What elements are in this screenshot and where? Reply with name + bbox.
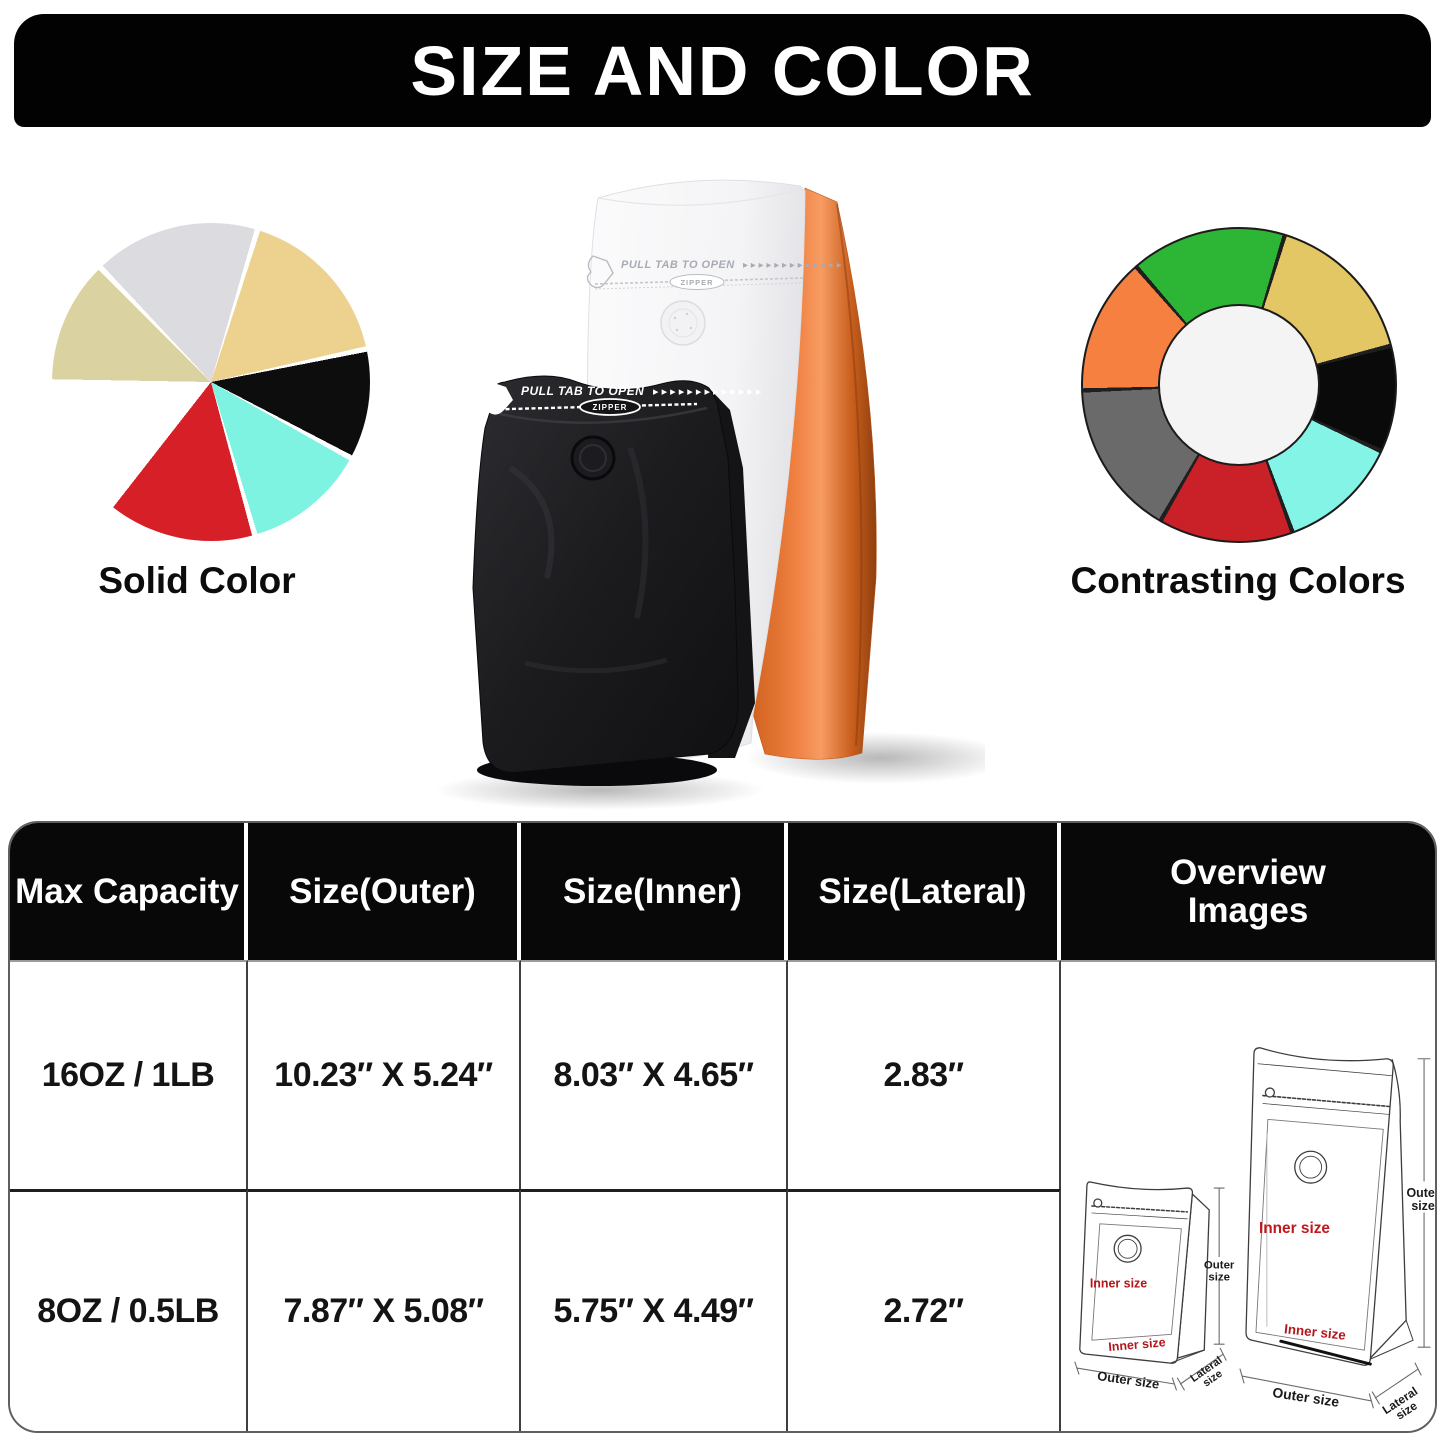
cell-inner-8oz: 5.75″ X 4.49″ bbox=[521, 1189, 788, 1431]
black-bag-pull-tab-text: PULL TAB TO OPEN bbox=[521, 384, 644, 398]
cell-inner-16oz: 8.03″ X 4.65″ bbox=[521, 960, 788, 1189]
size-spec-table: Max Capacity Size(Outer) Size(Inner) Siz… bbox=[8, 821, 1437, 1433]
cell-outer-8oz: 7.87″ X 5.08″ bbox=[248, 1189, 521, 1431]
donut-hole bbox=[1158, 304, 1320, 466]
large-outer-size-bottom-label: Outer size bbox=[1271, 1384, 1340, 1410]
white-bag-pull-tab-text: PULL TAB TO OPEN bbox=[621, 259, 735, 271]
small-outer-size-bottom-label: Outer size bbox=[1096, 1368, 1160, 1392]
small-outer-size-right-label-line2: size bbox=[1208, 1272, 1230, 1284]
white-zipper-pill bbox=[669, 274, 725, 290]
page-title: SIZE AND COLOR bbox=[410, 31, 1035, 110]
cell-outer-16oz: 10.23″ X 5.24″ bbox=[248, 960, 521, 1189]
large-outer-size-right-label-line2: size bbox=[1411, 1199, 1435, 1213]
header-size-inner: Size(Inner) bbox=[521, 823, 788, 960]
white-bag-valve-icon bbox=[660, 300, 706, 346]
black-bag-valve-icon bbox=[570, 435, 616, 481]
black-zipper-pill bbox=[579, 398, 641, 416]
coffee-bags-product-image: PULL TAB TO OPEN ▸ ▸ ▸ ▸ ▸ ▸ ▸ ▸ ▸ ▸ ▸ ▸… bbox=[435, 179, 985, 810]
black-bag-zipper-label: ZIPPER bbox=[593, 403, 628, 412]
cell-capacity-16oz: 16OZ / 1LB bbox=[10, 960, 248, 1189]
contrasting-colors-label: Contrasting Colors bbox=[1070, 560, 1406, 601]
solid-color-pie-chart bbox=[52, 223, 370, 541]
black-bag: PULL TAB TO OPEN ▸ ▸ ▸ ▸ ▸ ▸ ▸ ▸ ▸ ▸ ▸ ▸… bbox=[472, 375, 762, 786]
black-bag-front bbox=[472, 375, 739, 773]
header-overview-images: Overview Images bbox=[1061, 823, 1435, 960]
pull-tab-icon bbox=[586, 255, 614, 289]
black-bag-zipper: PULL TAB TO OPEN ▸ ▸ ▸ ▸ ▸ ▸ ▸ ▸ ▸ ▸ ▸ ▸… bbox=[472, 382, 762, 416]
header-max-capacity: Max Capacity bbox=[10, 823, 248, 960]
small-inner-size-bottom-label: Inner size bbox=[1108, 1335, 1166, 1354]
white-bag-zipper-label: ZIPPER bbox=[680, 278, 713, 287]
white-bag-arrows: ▸ ▸ ▸ ▸ ▸ ▸ ▸ ▸ ▸ ▸ ▸ ▸ ▸ bbox=[743, 260, 842, 271]
large-outer-size-right-label-line1: Outer bbox=[1406, 1186, 1435, 1200]
large-bag-lineart bbox=[1239, 1047, 1431, 1409]
header-size-outer: Size(Outer) bbox=[248, 823, 521, 960]
pull-tab-icon bbox=[484, 382, 513, 415]
overview-images-drawing: Inner size Inner size Outer size Outer s… bbox=[1074, 1047, 1435, 1423]
solid-color-label: Solid Color bbox=[98, 560, 296, 601]
white-bag-zipper: PULL TAB TO OPEN ▸ ▸ ▸ ▸ ▸ ▸ ▸ ▸ ▸ ▸ ▸ ▸… bbox=[586, 255, 842, 290]
overview-labels: Inner size Inner size Outer size Outer s… bbox=[1090, 1186, 1435, 1423]
cell-lateral-8oz: 2.72″ bbox=[788, 1189, 1061, 1431]
contrasting-colors-donut-chart bbox=[1081, 227, 1397, 543]
small-outer-size-right-label-line1: Outer bbox=[1204, 1260, 1235, 1272]
cell-lateral-16oz: 2.83″ bbox=[788, 960, 1061, 1189]
small-bag-lineart bbox=[1074, 1181, 1227, 1391]
header-size-lateral: Size(Lateral) bbox=[788, 823, 1061, 960]
small-lateral-size-label: Lateral size bbox=[1188, 1354, 1224, 1389]
large-inner-size-bottom-label: Inner size bbox=[1283, 1321, 1346, 1342]
title-banner: SIZE AND COLOR bbox=[14, 14, 1431, 127]
large-inner-size-label: Inner size bbox=[1259, 1220, 1330, 1237]
small-inner-size-label: Inner size bbox=[1090, 1277, 1147, 1291]
overview-images-cell: Inner size Inner size Outer size Outer s… bbox=[1061, 960, 1435, 1431]
black-bag-arrows: ▸ ▸ ▸ ▸ ▸ ▸ ▸ ▸ ▸ ▸ ▸ ▸ ▸ bbox=[653, 386, 762, 398]
cell-capacity-8oz: 8OZ / 0.5LB bbox=[10, 1189, 248, 1431]
